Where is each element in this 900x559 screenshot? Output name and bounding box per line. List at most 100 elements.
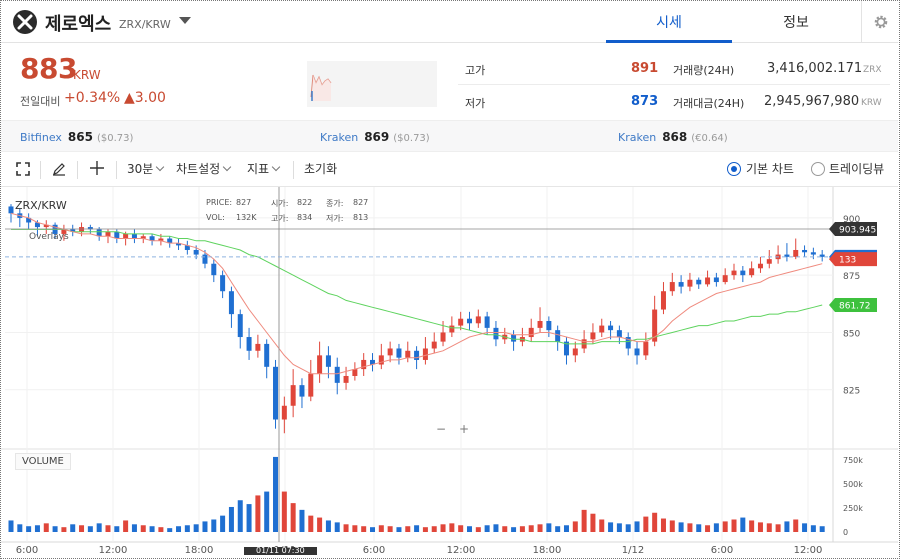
volume-bar <box>652 512 658 532</box>
volume-bar <box>87 526 93 532</box>
volume-bar <box>484 525 490 532</box>
volume-bar <box>352 525 358 532</box>
candle-body <box>634 348 640 356</box>
candle-body <box>273 366 279 420</box>
time-tick-label: 6:00 <box>711 545 733 556</box>
overlays-label[interactable]: Overlays <box>29 232 69 242</box>
volume-bar <box>387 526 393 532</box>
volume-bar <box>625 524 631 532</box>
candle-body <box>149 236 155 241</box>
volume-bar <box>414 525 420 532</box>
tradingview-label[interactable]: 트레이딩뷰 <box>829 162 885 176</box>
interval-dropdown[interactable]: 30분 <box>127 160 163 177</box>
coin-name[interactable]: 제로엑스 <box>45 14 112 35</box>
volume-bar <box>34 525 40 532</box>
price-marker-label: 861.72 <box>839 301 871 311</box>
volume-bar <box>361 526 367 532</box>
volume-bar <box>705 525 711 532</box>
volume-bar <box>713 523 719 532</box>
chart-settings-dropdown[interactable]: 차트설정 <box>176 160 230 177</box>
candle-body <box>140 236 146 239</box>
candle-body <box>387 348 393 356</box>
fullscreen-button[interactable] <box>15 161 31 180</box>
candle-body <box>308 373 314 397</box>
exchange-item[interactable]: Kraken 868 (€0.64) <box>618 130 728 144</box>
candle-body <box>264 343 270 367</box>
candle-body <box>26 217 32 223</box>
ohlc-price-label: PRICE: <box>206 198 233 207</box>
zoom-in-button[interactable]: + <box>458 422 470 436</box>
volume-tick-label: 750k <box>843 456 863 465</box>
volume-bar <box>246 504 252 532</box>
price-tick-label: 825 <box>843 387 860 397</box>
volume-bar <box>634 521 640 532</box>
volume-bar <box>317 517 323 532</box>
candle-body <box>740 270 746 276</box>
volume-bar <box>766 523 772 532</box>
tab-info[interactable]: 정보 <box>783 15 809 31</box>
price-tick-label: 850 <box>843 329 860 339</box>
exchange-item[interactable]: Bitfinex 865 ($0.73) <box>20 130 133 144</box>
coin-pair[interactable]: ZRX/KRW <box>119 18 171 31</box>
time-tick-label: 6:00 <box>363 545 385 556</box>
candle-body <box>625 337 631 349</box>
price-marker-label: 133 <box>839 256 856 266</box>
crosshair-button[interactable] <box>88 159 106 180</box>
candle-body <box>537 321 543 328</box>
candle-body <box>343 375 349 383</box>
tab-market[interactable]: 시세 <box>606 1 732 43</box>
volume-bar <box>422 527 428 532</box>
candle-body <box>678 282 684 287</box>
volume-bar <box>96 523 102 532</box>
reset-button[interactable]: 초기화 <box>304 162 338 176</box>
candle-body <box>61 229 67 234</box>
price-chart[interactable]: 6:0012:0018:001/116:0012:0018:001/126:00… <box>1 187 898 558</box>
volume-bar <box>290 503 296 532</box>
candle-body <box>237 314 243 338</box>
low-value: 873 <box>631 94 659 109</box>
volume-bar <box>140 525 146 532</box>
candle-body <box>228 291 234 315</box>
chevron-down-icon[interactable] <box>179 17 191 24</box>
zoom-out-button[interactable]: − <box>435 422 447 436</box>
volume-bar <box>493 524 499 532</box>
volume-bar <box>581 509 587 532</box>
crosshair-date-badge: 01/11 07:30 <box>244 547 317 555</box>
ohlc-open-label: 시가: <box>271 199 289 208</box>
volume-bar <box>572 521 578 532</box>
volume-bar <box>184 525 190 532</box>
exchange-foreign-price: ($0.73) <box>393 133 430 144</box>
pencil-icon <box>53 163 65 176</box>
time-tick-label: 18:00 <box>533 545 562 556</box>
candle-body <box>722 275 728 283</box>
volume-bar <box>431 526 437 532</box>
low-label: 저가 <box>465 97 486 110</box>
candle-body <box>766 259 772 264</box>
volume-bar <box>43 523 49 532</box>
volume-bar <box>281 491 287 532</box>
basic-chart-radio[interactable] <box>727 162 741 176</box>
candle-body <box>422 348 428 360</box>
exchange-item[interactable]: Kraken 869 ($0.73) <box>320 130 430 144</box>
volume-bar <box>167 528 173 532</box>
ohlc-low-value: 813 <box>353 213 369 222</box>
volume-bar <box>325 520 331 532</box>
candle-body <box>255 343 261 351</box>
change-percent: +0.34% <box>64 90 121 106</box>
candle-body <box>414 350 420 360</box>
draw-tool-button[interactable] <box>51 161 67 180</box>
basic-chart-label[interactable]: 기본 차트 <box>746 162 794 176</box>
time-tick-label: 12:00 <box>794 545 823 556</box>
tradingview-radio[interactable] <box>811 162 825 176</box>
volume-bar <box>308 515 314 532</box>
indicators-dropdown[interactable]: 지표 <box>247 160 279 177</box>
candle-body <box>396 348 402 358</box>
volume-bar <box>528 525 534 532</box>
volume-bar <box>599 519 605 532</box>
exchange-foreign-price: (€0.64) <box>691 133 728 144</box>
candle-body <box>440 332 446 342</box>
candle-body <box>466 318 472 324</box>
exchange-price: 869 <box>364 130 390 144</box>
settings-button[interactable] <box>861 1 899 43</box>
candle-body <box>757 263 763 269</box>
